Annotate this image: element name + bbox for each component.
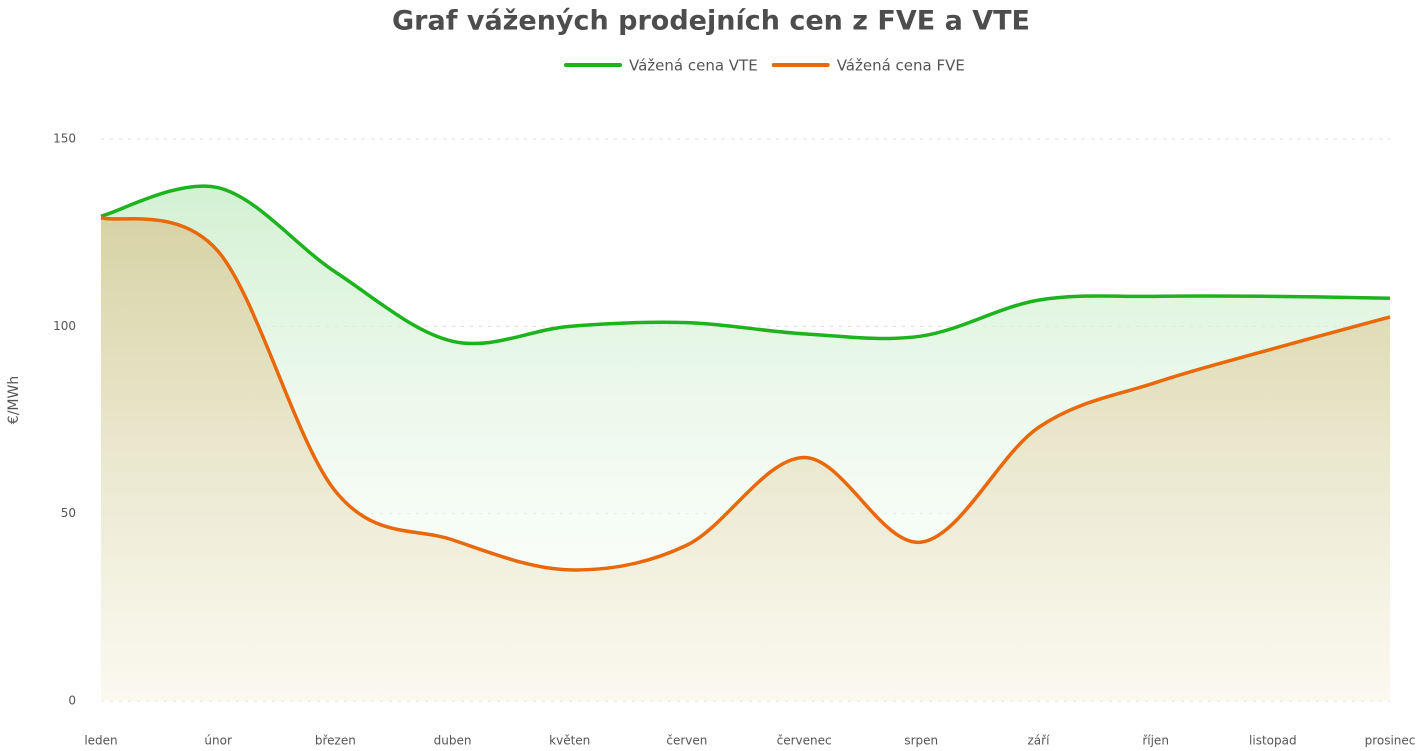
y-tick-label: 150 (53, 132, 76, 146)
x-tick-label: duben (434, 734, 472, 748)
y-tick-label: 0 (68, 694, 76, 708)
x-tick-label: srpen (904, 734, 938, 748)
y-tick-label: 100 (53, 319, 76, 333)
x-tick-label: únor (204, 734, 232, 748)
series-line (100, 184, 1391, 346)
legend-label[interactable]: Vážená cena FVE (837, 57, 965, 75)
legend-label[interactable]: Vážená cena VTE (629, 57, 758, 75)
y-tick-label: 50 (61, 506, 76, 520)
y-axis-label: €/MWh (6, 376, 22, 424)
series-line (100, 215, 1391, 572)
x-tick-label: listopad (1249, 734, 1297, 748)
x-tick-label: červen (666, 734, 707, 748)
x-tick-label: říjen (1142, 734, 1169, 748)
x-tick-label: září (1027, 734, 1050, 748)
x-tick-label: březen (315, 734, 356, 748)
x-tick-label: prosinec (1365, 734, 1416, 748)
series-area (101, 217, 1390, 701)
x-tick-label: červenec (777, 734, 832, 748)
chart-title: Graf vážených prodejních cen z FVE a VTE (392, 6, 1030, 37)
x-tick-label: květen (549, 734, 590, 748)
x-tick-label: leden (84, 734, 117, 748)
